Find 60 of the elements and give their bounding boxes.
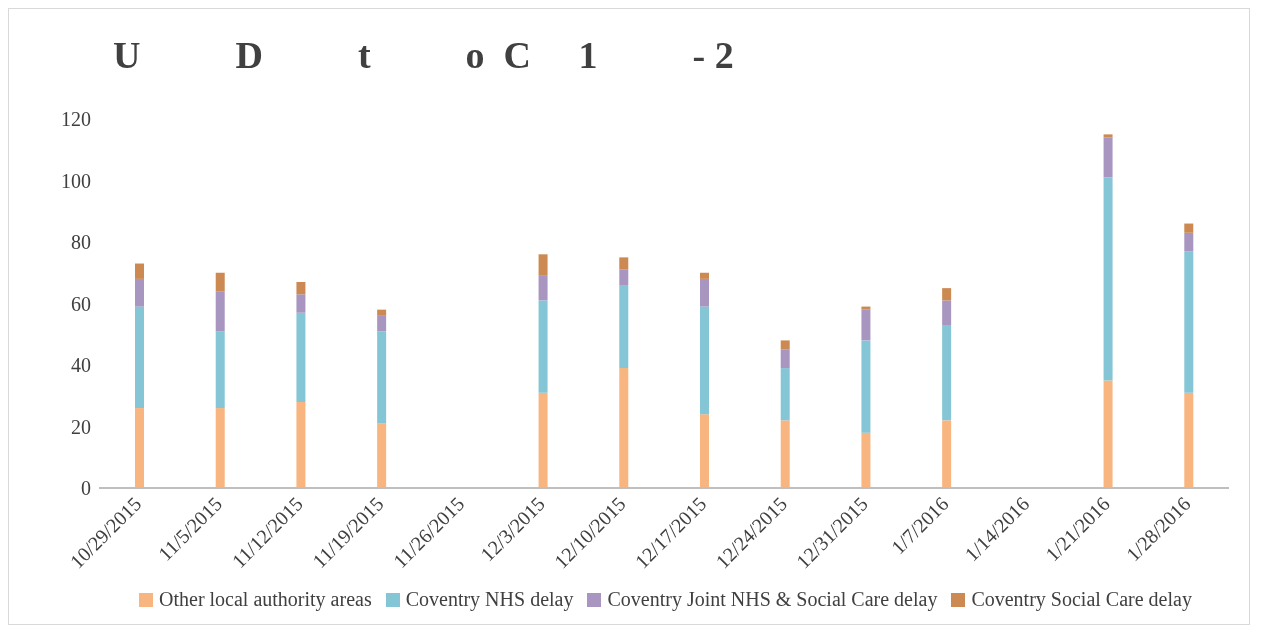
bar	[1184, 223, 1194, 233]
bar	[538, 254, 548, 276]
bar	[1103, 134, 1113, 138]
bar	[296, 281, 306, 295]
bar	[1103, 177, 1113, 381]
y-tick-label: 80	[71, 231, 91, 254]
bar	[700, 306, 709, 415]
y-tick-label: 0	[81, 477, 91, 500]
bar	[780, 340, 790, 350]
bar	[296, 294, 306, 313]
y-tick-label: 60	[71, 292, 91, 315]
bar	[861, 340, 871, 433]
bar	[942, 288, 952, 301]
bar	[538, 300, 548, 393]
bar	[619, 269, 629, 286]
bar	[377, 315, 387, 332]
bar	[538, 392, 548, 488]
bar	[538, 275, 548, 301]
legend-label: Coventry Social Care delay	[970, 588, 1192, 611]
bar	[135, 408, 144, 488]
bar	[942, 325, 952, 421]
bar	[377, 423, 387, 488]
bar	[780, 420, 790, 488]
legend-label: Other local authority areas	[158, 588, 372, 611]
y-tick-label: 40	[71, 354, 91, 377]
chart-title: U D t o C 1 - 2	[113, 33, 734, 77]
bar	[135, 278, 144, 307]
bar	[700, 278, 709, 307]
bar	[780, 349, 790, 369]
bar	[215, 272, 225, 292]
bar	[296, 401, 306, 488]
bar	[215, 291, 225, 332]
bar	[619, 285, 629, 369]
bar	[861, 432, 871, 488]
bar	[135, 263, 144, 279]
bar	[619, 368, 629, 488]
y-tick-label: 20	[71, 415, 91, 438]
bar	[1184, 251, 1194, 393]
bar	[1103, 137, 1113, 178]
legend-label: Coventry NHS delay	[404, 588, 574, 611]
bar	[215, 331, 225, 409]
bar	[700, 414, 709, 488]
bar	[377, 309, 387, 316]
bar	[942, 300, 952, 326]
bar	[700, 272, 709, 279]
bar	[942, 420, 952, 488]
bar	[1184, 392, 1194, 488]
bar	[1103, 380, 1113, 488]
bar	[861, 306, 871, 310]
bar	[861, 309, 871, 341]
bar	[780, 368, 790, 421]
legend-label: Coventry Joint NHS & Social Care delay	[606, 588, 938, 611]
bar	[1184, 232, 1194, 252]
y-tick-label: 120	[61, 108, 91, 131]
bar	[215, 408, 225, 488]
bar	[619, 257, 629, 270]
y-tick-label: 100	[61, 169, 91, 192]
bar	[377, 331, 387, 424]
bar	[296, 312, 306, 402]
bar	[135, 306, 144, 409]
